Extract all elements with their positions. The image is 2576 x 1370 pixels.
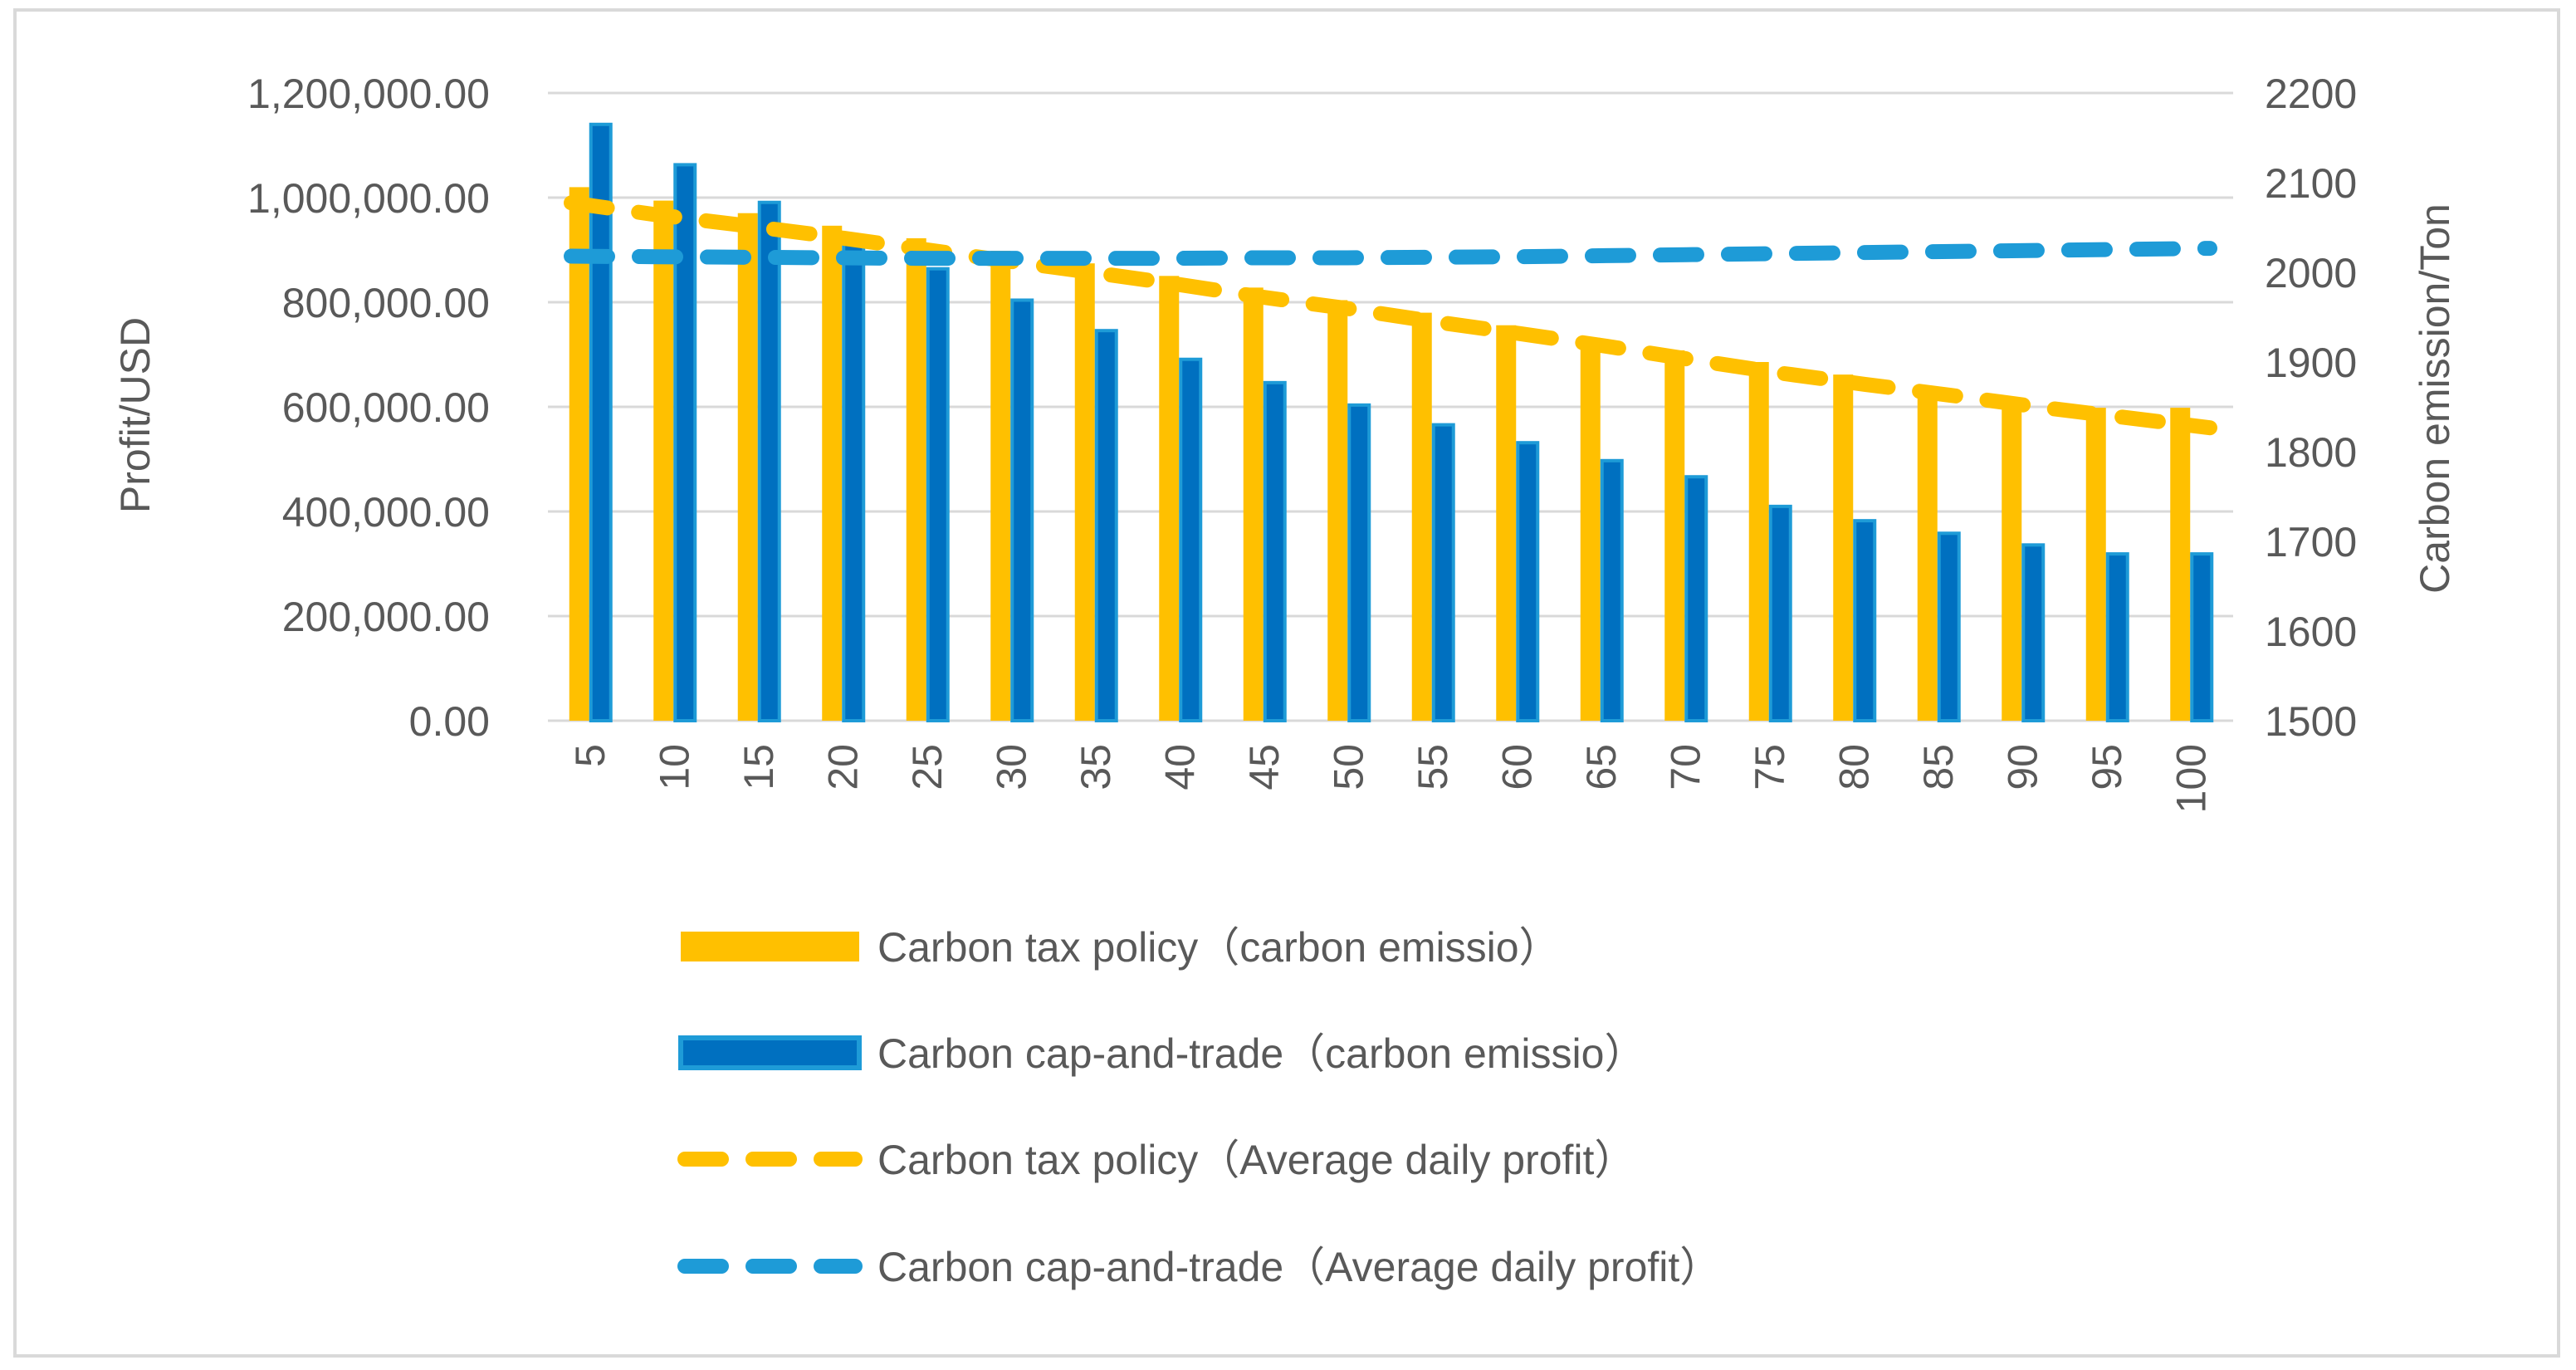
left-axis-ticks: 0.00 200,000.00 400,000.00 600,000.00 800,00… [247,71,490,745]
tax-profit-line [564,195,2217,436]
cap-trade-emission-bar [842,234,866,722]
cap-trade-emission-bar [1431,423,1455,722]
tax-emission-bar [1580,337,1601,721]
chart-frame [13,8,2560,1358]
right-axis-ticks: 1500 1600 1700 1800 1900 2000 2100 2200 [2265,71,2357,745]
tax-emission-bar [906,237,926,722]
x-tick-label: 75 [1747,744,1793,790]
x-tick-label: 85 [1915,744,1962,790]
left-tick-label: 0.00 [409,698,490,745]
left-tick-label: 600,000.00 [282,384,490,431]
legend-swatch [678,1035,862,1070]
x-tick-label: 55 [1410,744,1456,790]
cap-trade-emission-bar [1684,475,1708,722]
bar-series [569,122,2214,723]
cap-trade-emission-bar [1853,519,1877,722]
x-tick-label: 100 [2168,744,2214,813]
tax-emission-bar [1917,387,1938,721]
left-tick-label: 800,000.00 [282,280,490,326]
cap-trade-emission-bar [2105,552,2129,722]
x-axis-ticks: 5 10 15 20 25 30 35 40 45 50 55 60 65 70 75 80 85 90 95 100 [567,744,2215,813]
cap-trade-emission-bar [2190,552,2214,722]
x-tick-label: 10 [651,744,697,790]
tax-emission-bar [2170,408,2191,721]
right-tick-label: 2000 [2265,250,2357,296]
x-tick-label: 60 [1493,744,1540,790]
tax-emission-bar [2002,399,2022,721]
right-tick-label: 1900 [2265,340,2357,386]
tax-emission-bar [1496,325,1517,721]
right-tick-label: 2200 [2265,71,2357,117]
cap-trade-emission-bar [757,200,781,722]
tax-emission-bar [737,213,758,722]
right-tick-label: 1600 [2265,609,2357,655]
tax-emission-bar [990,251,1011,722]
legend-swatch [681,932,859,961]
left-tick-label: 400,000.00 [282,489,490,536]
tax-emission-bar [822,225,843,722]
x-tick-label: 30 [988,744,1034,790]
cap-trade-emission-bar [1516,441,1540,722]
cap-trade-emission-bar [1094,329,1118,722]
right-tick-label: 1800 [2265,429,2357,476]
cap-trade-emission-bar [926,267,950,722]
tax-emission-bar [1833,374,1854,721]
tax-emission-bar [653,200,674,722]
tax-emission-bar [1243,287,1264,721]
left-tick-label: 1,200,000.00 [247,71,490,117]
x-tick-label: 80 [1831,744,1877,790]
legend-label: Carbon tax policy（carbon emissio） [877,924,1561,971]
cap-trade-emission-bar [2021,543,2046,722]
cap-trade-emission-bar [1179,357,1203,722]
right-tick-label: 1500 [2265,698,2357,745]
right-tick-label: 2100 [2265,160,2357,207]
x-tick-label: 25 [904,744,951,790]
x-tick-label: 70 [1662,744,1708,790]
x-tick-label: 40 [1156,744,1203,790]
right-axis-title: Carbon emission/Ton [2412,203,2458,594]
legend: Carbon tax policy（carbon emissio） Carbon … [677,924,1721,1290]
x-tick-label: 65 [1578,744,1625,790]
legend-label: Carbon cap-and-trade（carbon emissio） [877,1030,1645,1077]
cap-trade-emission-bar [1768,504,1792,722]
cap-trade-profit-line [564,241,2217,267]
cap-trade-emission-bar [589,122,613,723]
tax-emission-bar [1074,263,1095,721]
cap-trade-emission-bar [1347,403,1371,722]
tax-emission-bar [1664,350,1685,721]
tax-emission-bar [1411,312,1432,721]
cap-trade-emission-bar [1263,380,1287,722]
legend-label: Carbon cap-and-trade（Average daily profi… [877,1244,1721,1290]
left-tick-label: 200,000.00 [282,594,490,640]
x-tick-label: 5 [567,744,613,767]
left-tick-label: 1,000,000.00 [247,175,490,222]
tax-emission-bar [1159,276,1180,721]
x-tick-label: 20 [819,744,866,790]
cap-trade-emission-bar [1010,298,1034,722]
x-tick-label: 95 [2084,744,2130,790]
cap-trade-emission-bar [1937,531,1961,723]
tax-emission-bar [1748,362,1769,721]
x-tick-label: 35 [1073,744,1119,790]
x-tick-label: 50 [1325,744,1371,790]
legend-label: Carbon tax policy（Average daily profit） [877,1137,1635,1183]
right-tick-label: 1700 [2265,519,2357,565]
x-tick-label: 15 [736,744,782,790]
gridlines [548,91,2233,722]
x-tick-label: 90 [1999,744,2046,790]
tax-emission-bar [569,187,589,721]
tax-emission-bar [2085,408,2106,721]
x-tick-label: 45 [1241,744,1288,790]
line-series [564,195,2217,436]
cap-trade-emission-bar [1600,458,1624,722]
tax-emission-bar [1327,300,1348,721]
left-axis-title: Profit/USD [112,317,159,513]
cap-trade-emission-bar [673,163,697,722]
